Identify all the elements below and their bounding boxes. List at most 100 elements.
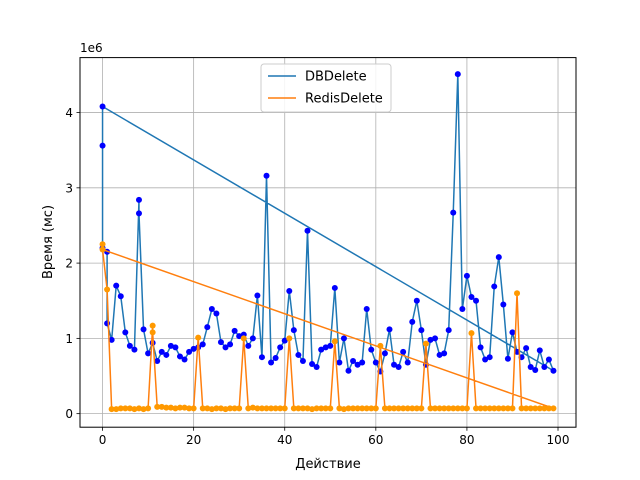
data-point-dbdelete — [381, 350, 388, 357]
data-point-redisdelete — [313, 405, 320, 412]
data-point-dbdelete — [427, 336, 434, 343]
data-point-redisdelete — [213, 405, 220, 412]
data-point-dbdelete — [391, 361, 398, 368]
y-tick-label: 1 — [65, 332, 73, 346]
y-axis-label: Время (мс) — [41, 205, 56, 279]
data-point-redisdelete — [140, 406, 147, 413]
data-point-redisdelete — [277, 405, 284, 412]
data-point-redisdelete — [108, 406, 115, 413]
data-point-dbdelete — [286, 287, 293, 294]
data-point-dbdelete — [318, 346, 325, 353]
data-point-dbdelete — [113, 282, 120, 289]
data-point-redisdelete — [340, 406, 347, 413]
data-point-dbdelete — [227, 341, 234, 348]
data-point-dbdelete — [190, 345, 197, 352]
data-point-dbdelete — [523, 345, 530, 352]
data-point-dbdelete — [354, 361, 361, 368]
data-point-dbdelete — [172, 344, 179, 351]
data-point-dbdelete — [386, 326, 393, 333]
data-point-dbdelete — [363, 306, 370, 313]
data-point-redisdelete — [541, 405, 548, 412]
data-point-dbdelete — [249, 335, 256, 342]
data-point-dbdelete — [313, 363, 320, 370]
data-point-redisdelete — [190, 405, 197, 412]
data-point-dbdelete — [404, 359, 411, 366]
data-point-dbdelete — [331, 284, 338, 291]
data-point-redisdelete — [445, 405, 452, 412]
data-point-redisdelete — [331, 338, 338, 345]
x-tick-label: 100 — [547, 433, 570, 447]
data-point-dbdelete — [236, 333, 243, 340]
data-point-dbdelete — [450, 209, 457, 216]
data-point-redisdelete — [167, 404, 174, 411]
data-point-redisdelete — [368, 405, 375, 412]
data-point-redisdelete — [400, 405, 407, 412]
data-point-redisdelete — [550, 405, 557, 412]
data-point-dbdelete — [463, 272, 470, 279]
data-point-dbdelete — [327, 342, 334, 349]
x-tick-label: 60 — [368, 433, 383, 447]
data-point-dbdelete — [527, 363, 534, 370]
legend-label-dbdelete: DBDelete — [305, 70, 367, 85]
data-point-dbdelete — [418, 327, 425, 334]
data-point-dbdelete — [158, 348, 165, 355]
data-point-redisdelete — [422, 340, 429, 347]
data-point-redisdelete — [258, 405, 265, 412]
data-point-redisdelete — [359, 405, 366, 412]
data-point-redisdelete — [518, 405, 525, 412]
data-point-redisdelete — [263, 405, 270, 412]
data-point-redisdelete — [268, 405, 275, 412]
data-point-redisdelete — [527, 405, 534, 412]
data-point-dbdelete — [491, 283, 498, 290]
data-point-redisdelete — [477, 405, 484, 412]
data-point-redisdelete — [381, 405, 388, 412]
data-point-redisdelete — [104, 286, 111, 293]
data-point-redisdelete — [514, 290, 521, 297]
data-point-dbdelete — [117, 293, 124, 300]
axes-frame — [79, 57, 577, 428]
data-point-redisdelete — [195, 334, 202, 341]
data-point-dbdelete — [99, 142, 106, 149]
data-point-redisdelete — [459, 405, 466, 412]
data-point-dbdelete — [532, 366, 539, 373]
data-point-redisdelete — [404, 405, 411, 412]
data-point-dbdelete — [413, 297, 420, 304]
data-point-redisdelete — [463, 405, 470, 412]
data-point-redisdelete — [486, 405, 493, 412]
data-point-dbdelete — [477, 344, 484, 351]
data-point-redisdelete — [523, 405, 530, 412]
data-point-redisdelete — [208, 406, 215, 413]
data-point-dbdelete — [436, 351, 443, 358]
data-point-dbdelete — [359, 359, 366, 366]
data-point-dbdelete — [550, 367, 557, 374]
data-point-redisdelete — [354, 405, 361, 412]
data-point-redisdelete — [149, 322, 156, 329]
data-point-dbdelete — [304, 227, 311, 234]
data-point-redisdelete — [304, 405, 311, 412]
data-point-redisdelete — [135, 405, 142, 412]
data-point-redisdelete — [473, 405, 480, 412]
data-point-redisdelete — [122, 405, 129, 412]
y-tick-label: 0 — [65, 407, 73, 421]
plot-series — [99, 71, 557, 413]
data-point-dbdelete — [541, 363, 548, 370]
data-point-redisdelete — [254, 405, 261, 412]
data-point-dbdelete — [482, 356, 489, 363]
data-point-redisdelete — [181, 404, 188, 411]
data-point-redisdelete — [327, 405, 334, 412]
data-point-dbdelete — [199, 341, 206, 348]
data-point-dbdelete — [131, 346, 138, 353]
x-tick-label: 20 — [186, 433, 201, 447]
data-point-redisdelete — [454, 405, 461, 412]
data-point-dbdelete — [299, 357, 306, 364]
data-point-dbdelete — [468, 293, 475, 300]
data-point-redisdelete — [309, 406, 316, 413]
data-point-redisdelete — [99, 241, 106, 248]
data-point-dbdelete — [154, 357, 161, 364]
data-point-dbdelete — [231, 327, 238, 334]
data-point-redisdelete — [240, 335, 247, 342]
data-point-redisdelete — [117, 405, 124, 412]
data-point-dbdelete — [445, 327, 452, 334]
data-point-dbdelete — [135, 196, 142, 203]
